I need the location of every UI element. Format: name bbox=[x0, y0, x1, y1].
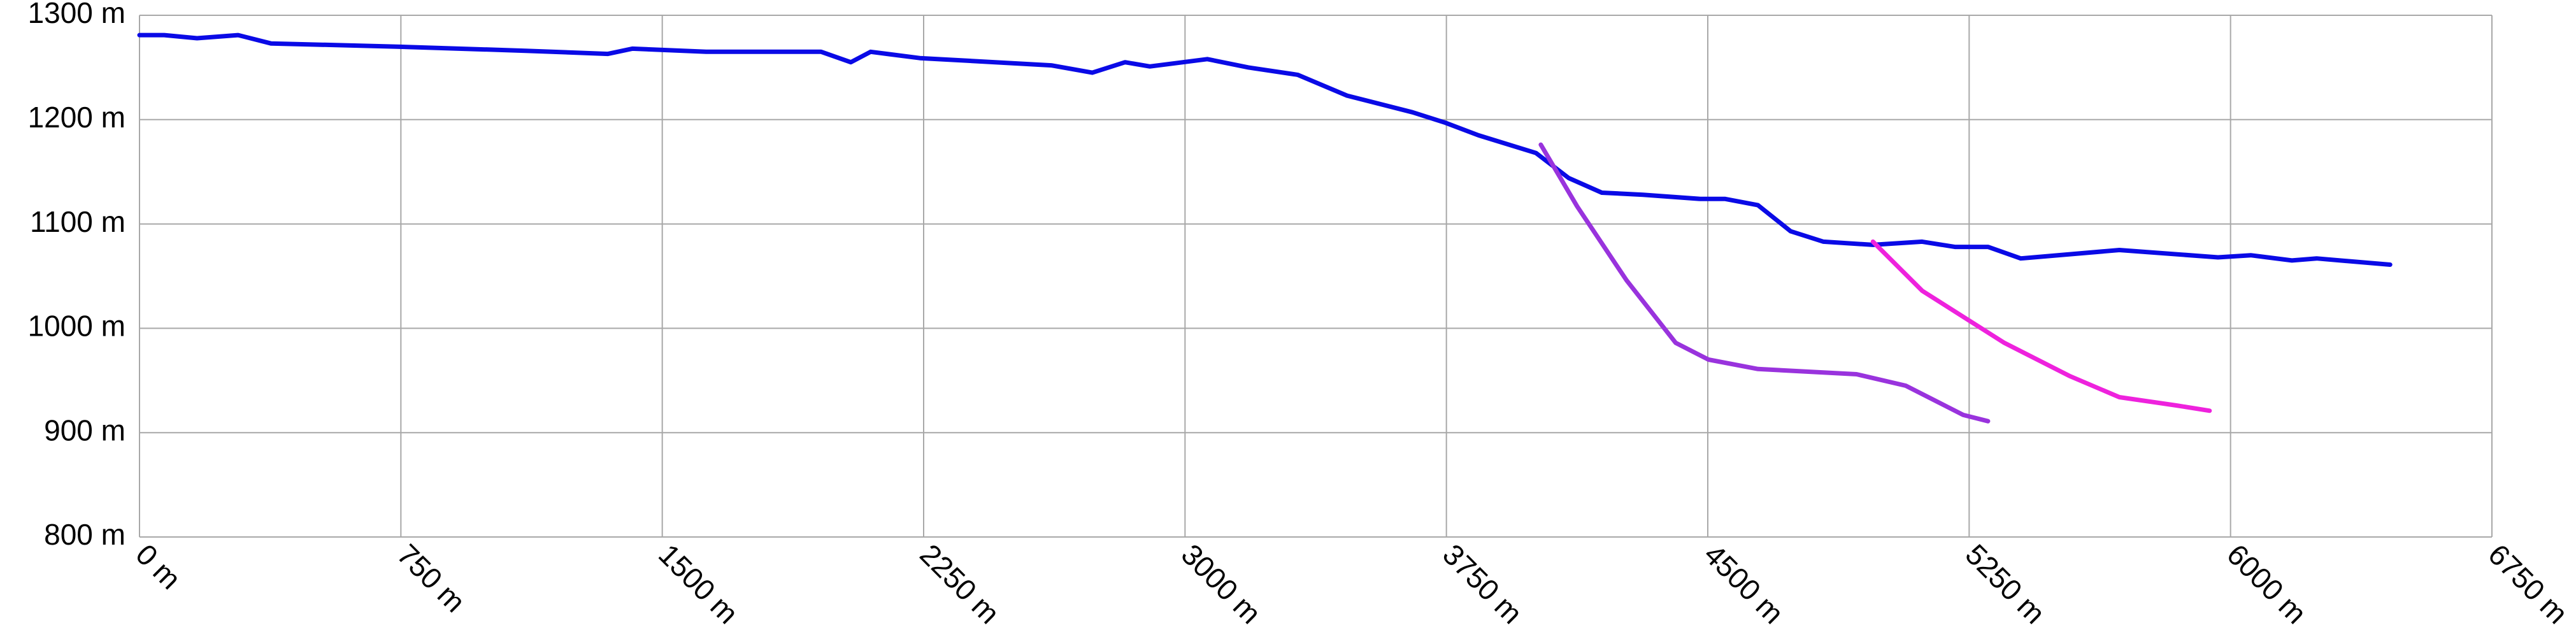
elevation-line bbox=[1538, 142, 1991, 424]
elevation-line bbox=[137, 32, 2393, 267]
x-tick-label: 5250 m bbox=[1959, 538, 2052, 630]
x-tick-label: 4500 m bbox=[1698, 538, 1790, 630]
y-tick-label: 1000 m bbox=[28, 310, 125, 343]
x-tick-label: 0 m bbox=[129, 538, 187, 596]
x-tick-label: 3000 m bbox=[1175, 538, 1268, 630]
y-tick-label: 800 m bbox=[44, 518, 125, 551]
x-tick-label: 2250 m bbox=[913, 538, 1006, 630]
y-tick-label: 1200 m bbox=[28, 101, 125, 134]
y-tick-label: 1100 m bbox=[30, 205, 125, 238]
x-tick-label: 6000 m bbox=[2221, 538, 2313, 630]
elevation-line bbox=[1870, 239, 2212, 413]
x-tick-label: 3750 m bbox=[1436, 538, 1529, 630]
x-tick-label: 1500 m bbox=[652, 538, 745, 630]
y-tick-label: 1300 m bbox=[28, 0, 125, 29]
x-tick-label: 750 m bbox=[391, 538, 472, 619]
x-tick-label: 6750 m bbox=[2482, 538, 2574, 630]
y-tick-label: 900 m bbox=[44, 413, 125, 447]
